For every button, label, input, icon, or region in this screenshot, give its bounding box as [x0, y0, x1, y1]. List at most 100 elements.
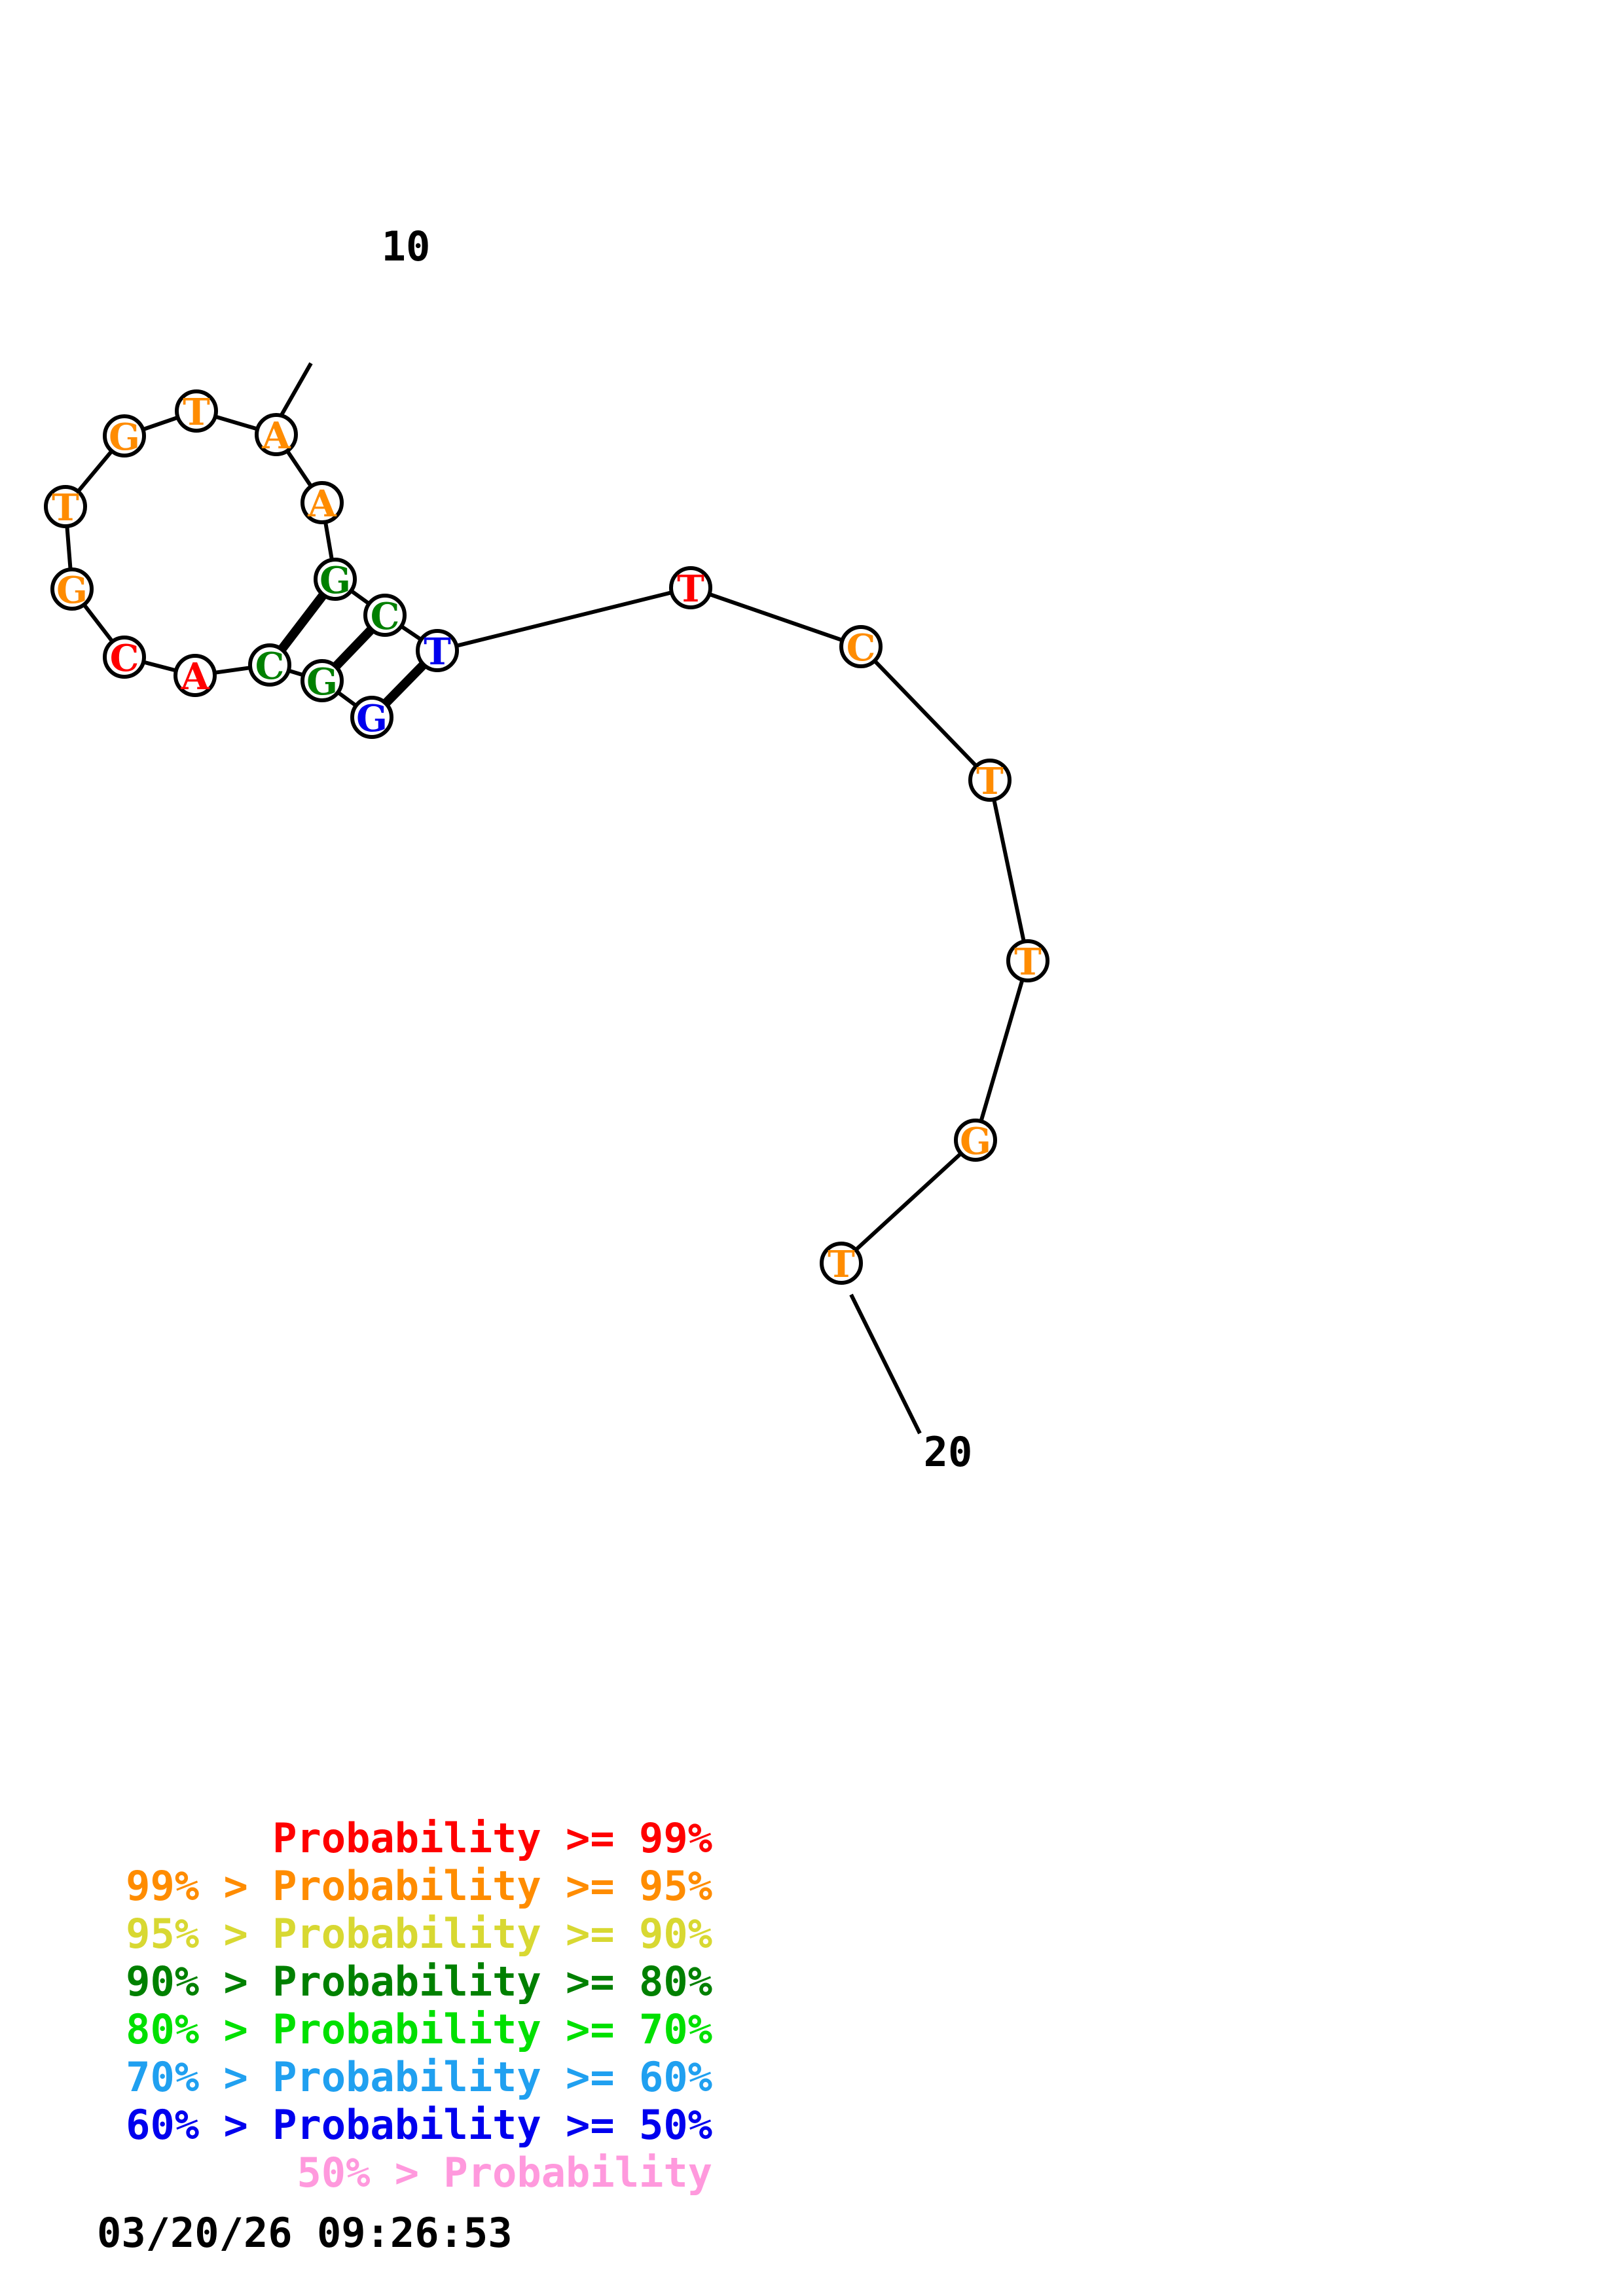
nucleotide-circle — [103, 414, 146, 457]
nucleotide-circle — [820, 1242, 863, 1285]
nucleotide-node[interactable]: T — [44, 485, 87, 529]
backbone-link — [854, 1152, 962, 1251]
position-label-layer: 10 20 — [382, 223, 973, 1476]
backbone-link — [215, 666, 250, 675]
timestamp-label: 03/20/26 09:26:53 — [97, 2209, 513, 2257]
nucleotide-circle — [416, 629, 459, 672]
backbone-link — [350, 589, 370, 605]
nucleotide-node[interactable]: G — [314, 558, 357, 602]
nucleotide-node[interactable]: C — [103, 636, 146, 680]
nucleotide-base-letter: G — [960, 1120, 991, 1163]
nucleotide-circle — [968, 759, 1012, 802]
nucleotide-base-letter: C — [847, 626, 876, 670]
nucleotide-circle — [175, 389, 218, 433]
nucleotide-circle — [44, 485, 87, 528]
nucleotide-node[interactable]: T — [175, 389, 218, 434]
backbone-link — [979, 979, 1025, 1122]
nucleotide-base-letter: A — [261, 414, 291, 457]
position-label: 20 — [924, 1428, 973, 1476]
nucleotide-node[interactable]: G — [301, 659, 344, 704]
nucleotide-base-letter: G — [56, 569, 88, 612]
backbone-link — [337, 691, 357, 708]
legend-row: 60% > Probability >= 50% — [126, 2101, 712, 2149]
nucleotide-node[interactable]: C — [248, 643, 291, 688]
nucleotide-node[interactable]: T — [820, 1242, 863, 1286]
backbone-link — [143, 660, 176, 673]
nucleotide-base-letter: T — [976, 760, 1004, 803]
nucleotide-node[interactable]: A — [173, 654, 217, 698]
legend-row: Probability >= 99% — [272, 1814, 712, 1862]
nucleotide-circle — [839, 625, 883, 668]
legend-row: 95% > Probability >= 90% — [126, 1910, 712, 1958]
nucleotide-node[interactable]: C — [839, 625, 883, 670]
nucleotide-circle — [669, 566, 712, 609]
nucleotide-circle — [301, 659, 344, 702]
nucleotide-circle — [248, 643, 291, 687]
nucleotide-circle — [363, 594, 407, 637]
nucleotide-base-letter: T — [424, 630, 451, 673]
nucleotide-node[interactable]: A — [301, 481, 344, 526]
nucleotide-circle — [350, 696, 393, 739]
backbone-link — [65, 526, 73, 569]
nucleotide-circle — [1006, 939, 1049, 982]
backbone-link — [285, 450, 313, 487]
backbone-link — [143, 416, 178, 431]
legend-row: 99% > Probability >= 95% — [126, 1862, 712, 1910]
nucleotide-node[interactable]: G — [103, 414, 146, 459]
nucleotide-base-letter: T — [52, 486, 79, 529]
backbone-link-layer — [65, 414, 1026, 1251]
backbone-link — [873, 660, 977, 767]
nucleotide-node[interactable]: G — [50, 567, 94, 612]
nucleotide-base-letter: A — [180, 655, 210, 698]
base-pair-bond — [331, 624, 376, 672]
backbone-link — [288, 669, 304, 677]
nucleotide-node[interactable]: T — [416, 629, 459, 673]
nucleotide-circle — [954, 1119, 997, 1162]
nucleotide-node[interactable]: T — [669, 566, 712, 611]
base-pair-bond-layer — [276, 590, 429, 708]
backbone-link — [709, 592, 843, 642]
backbone-link — [215, 414, 258, 431]
position-leader-line — [849, 1293, 922, 1435]
legend-row: 70% > Probability >= 60% — [126, 2053, 712, 2101]
nucleotide-circle — [173, 654, 217, 697]
nucleotide-node[interactable]: G — [954, 1119, 997, 1163]
nucleotide-base-letter: A — [307, 482, 337, 526]
legend-row: 90% > Probability >= 80% — [126, 1958, 712, 2005]
nucleotide-circle — [255, 413, 298, 456]
nucleotide-circle — [103, 636, 146, 679]
legend-row: 80% > Probability >= 70% — [126, 2005, 712, 2053]
backbone-link — [992, 799, 1026, 942]
backbone-link — [82, 603, 114, 643]
nucleotide-base-letter: G — [356, 697, 388, 740]
nucleotide-base-letter: C — [371, 595, 400, 638]
nucleotide-base-letter: G — [109, 416, 140, 459]
backbone-link — [401, 624, 422, 641]
nucleotide-node[interactable]: T — [1006, 939, 1049, 984]
base-pair-bond — [380, 660, 429, 708]
nucleotide-base-letter: T — [1014, 941, 1042, 984]
base-pair-bond — [276, 590, 329, 654]
nucleotide-node[interactable]: T — [968, 759, 1012, 803]
backbone-link — [77, 450, 113, 493]
nucleotide-base-letter: T — [183, 391, 210, 434]
backbone-link — [323, 522, 334, 560]
nucleotide-circle — [50, 567, 94, 611]
nucleotide-base-letter: C — [110, 637, 139, 680]
probability-legend: Probability >= 99% 99% > Probability >= 9… — [97, 1814, 712, 2197]
nucleotide-base-letter: C — [255, 645, 285, 688]
nucleotide-base-letter: G — [319, 559, 351, 602]
nucleotide-node[interactable]: G — [350, 696, 393, 740]
nucleotide-circle — [314, 558, 357, 601]
nucleotide-node[interactable]: A — [255, 413, 298, 457]
nucleotide-circle — [301, 481, 344, 524]
nucleotide-base-letter: T — [677, 567, 704, 611]
nucleotide-base-letter: G — [306, 660, 338, 704]
backbone-link — [456, 590, 672, 648]
position-label: 10 — [382, 223, 431, 270]
legend-row: 50% > Probability — [297, 2149, 712, 2197]
nucleotide-node[interactable]: C — [363, 594, 407, 638]
nucleotide-base-letter: T — [828, 1243, 855, 1286]
